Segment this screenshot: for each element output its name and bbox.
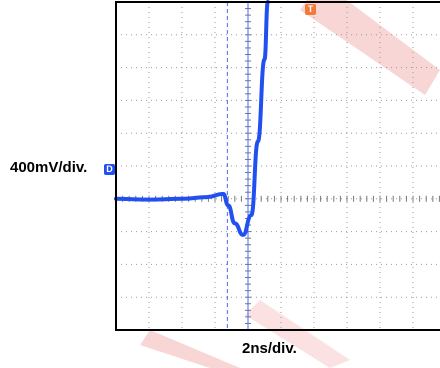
- plot-frame: [115, 1, 440, 331]
- trigger-marker: T: [305, 4, 316, 15]
- signal-trace: [114, 0, 270, 237]
- y-scale-label: 400mV/div.: [10, 159, 88, 176]
- cursor-lines: [226, 2, 249, 330]
- channel-marker: D: [104, 164, 115, 175]
- x-scale-label: 2ns/div.: [242, 340, 297, 357]
- plot-grid: [115, 1, 440, 331]
